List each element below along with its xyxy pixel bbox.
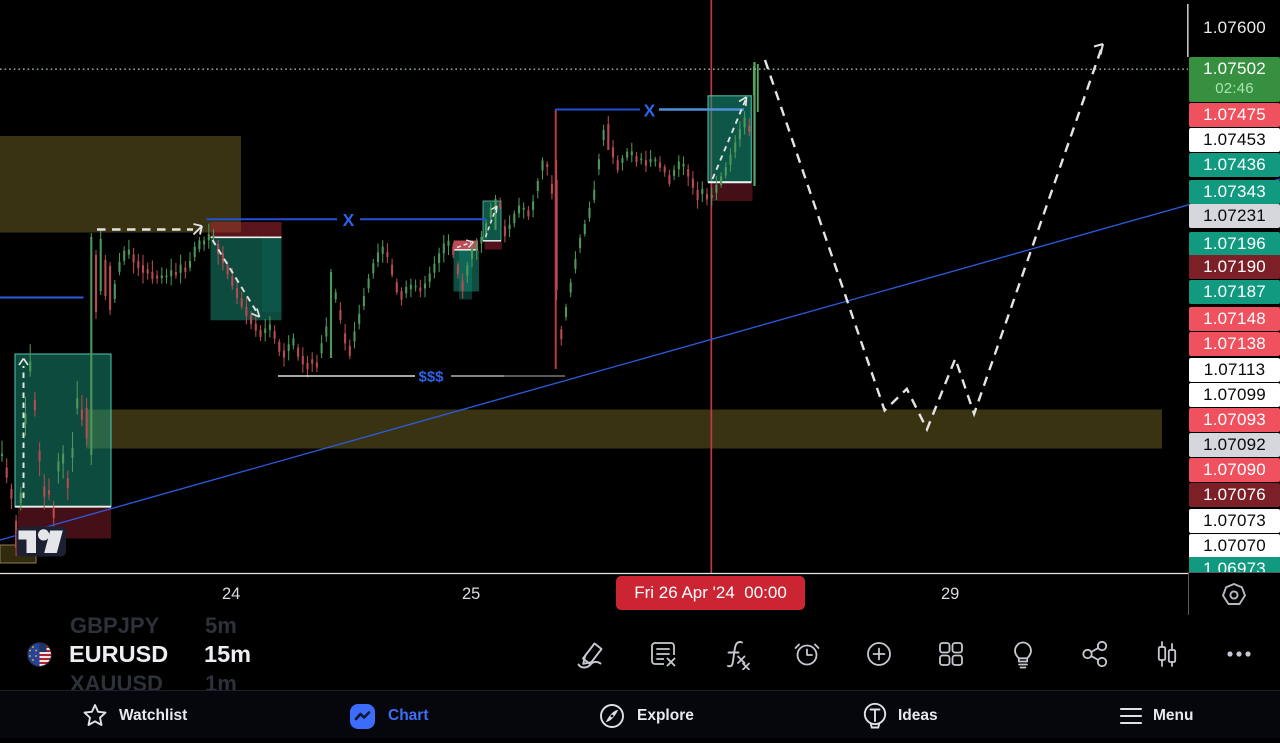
svg-text:$$$: $$$	[418, 369, 444, 386]
svg-text:X: X	[343, 210, 355, 230]
svg-text:X: X	[644, 101, 656, 121]
